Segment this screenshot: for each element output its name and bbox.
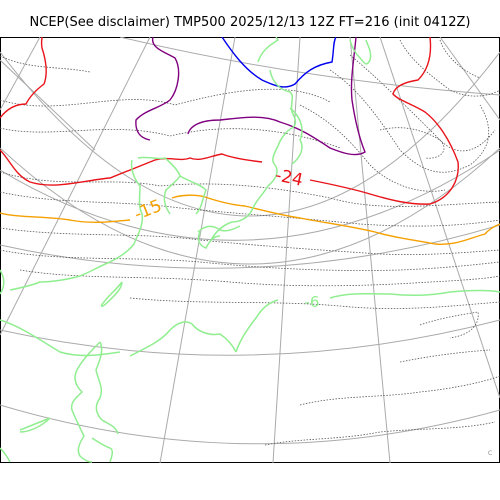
meridian [379,37,500,399]
isotherm [419,311,479,339]
latitude-arc [0,319,500,356]
meridian [272,37,301,463]
map-panel: -24 -15 -6 [0,37,500,463]
meridian [0,37,41,111]
isotherm [299,375,500,406]
isotherm [329,69,489,173]
isotherm [349,54,496,152]
isotherm [19,269,500,287]
temperature-map: -24 -15 -6 [0,37,500,463]
isotherm [0,191,500,227]
meridian [349,37,391,463]
meridian [159,37,236,463]
isotherm [0,88,331,107]
isotherm-minus-36 [221,37,337,88]
meridian [0,59,96,151]
map-frame [0,37,500,463]
isotherm [0,171,500,207]
isotherm [439,39,481,79]
coastlines [0,37,500,463]
isotherm-minus-24 [0,37,459,205]
isotherm-minus-30 [135,37,366,156]
meridian [439,37,500,121]
contour-label-minus-6: -6 [305,293,320,311]
isotherm [299,104,446,192]
meridian [0,37,151,336]
isotherm [0,227,500,255]
isotherm [0,249,500,271]
isotherm [0,55,91,73]
longitude-lines [0,37,500,463]
isotherm [399,39,500,97]
isotherm [399,349,491,363]
isotherm [264,421,496,446]
isotherm-minus-15 [0,194,500,246]
latitude-arc [0,404,500,445]
corner-mark: C [488,450,493,457]
chart-title: NCEP(See disclaimer) TMP500 2025/12/13 1… [29,15,471,30]
latitude-arc [0,51,500,217]
isotherm [129,297,500,309]
